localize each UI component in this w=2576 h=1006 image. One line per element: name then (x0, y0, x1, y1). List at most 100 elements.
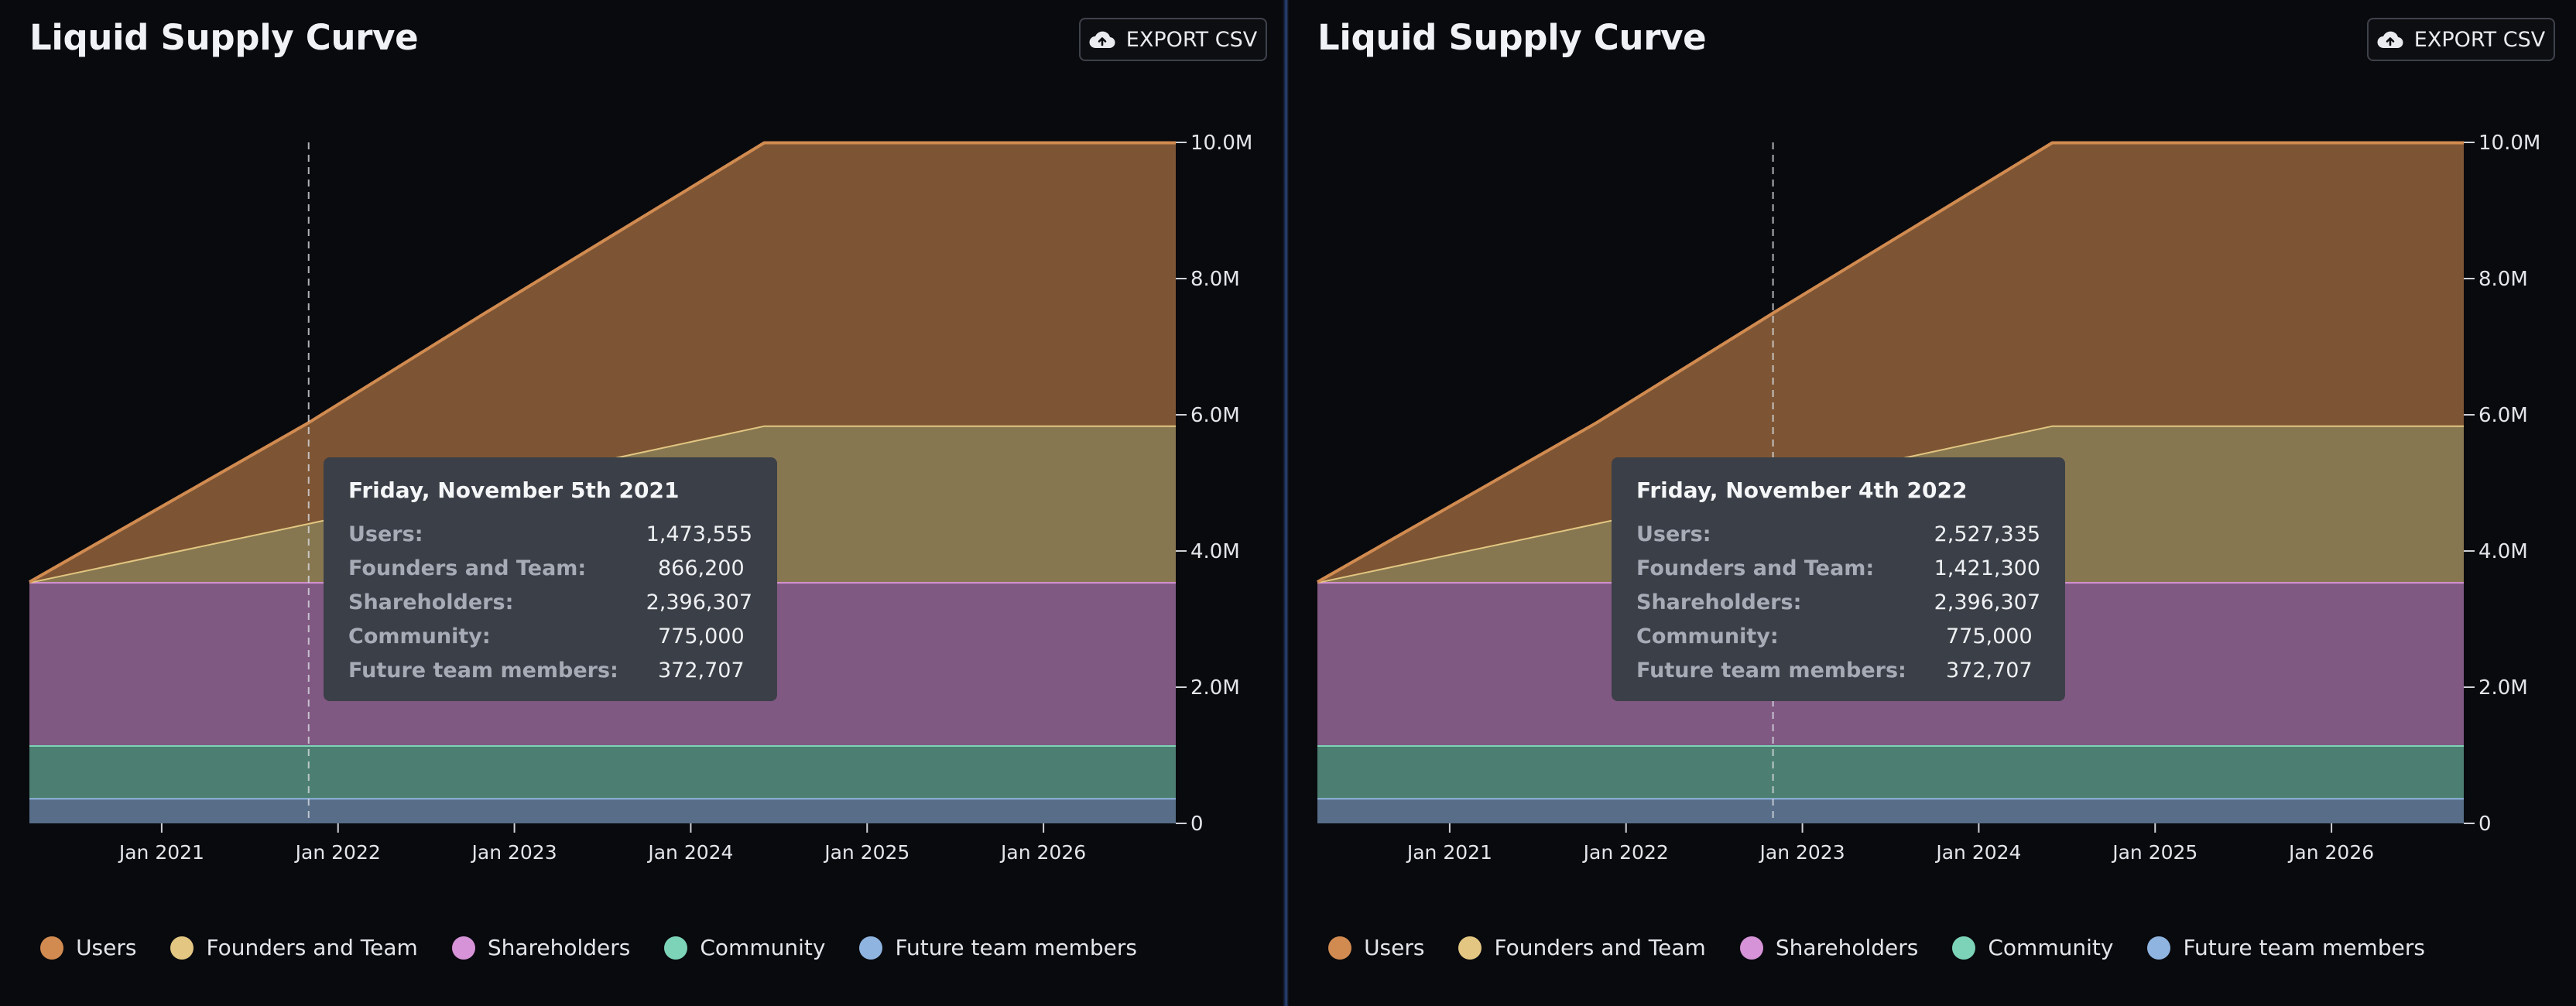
tooltip-label: Future team members: (1636, 658, 1906, 683)
x-tick-label: Jan 2025 (2111, 841, 2197, 864)
y-tick-label: 0 (1190, 813, 1204, 836)
tooltip-value: 2,396,307 (646, 590, 752, 614)
area-community (1317, 745, 2464, 799)
x-tick-label: Jan 2025 (823, 841, 909, 864)
chart-title: Liquid Supply Curve (1317, 17, 1707, 58)
legend-label: Users (76, 935, 137, 960)
y-tick-label: 2.0M (2478, 676, 2528, 700)
tooltip-value: 775,000 (1946, 624, 2033, 648)
cloud-upload-icon (1089, 31, 1115, 49)
legend-label: Community (1988, 935, 2114, 960)
chart-tooltip: Friday, November 4th 2022 Users: 2,527,33… (1612, 457, 2065, 701)
area-future-team-members (29, 798, 1176, 823)
tooltip-label: Users: (348, 522, 423, 546)
area-users (29, 142, 1176, 583)
legend-dot (1328, 936, 1352, 960)
tooltip-label: Founders and Team: (1636, 556, 1875, 580)
tooltip-value: 1,421,300 (1934, 556, 2040, 580)
area-community (29, 745, 1176, 799)
x-tick-label: Jan 2026 (999, 841, 1086, 864)
legend-label: Community (700, 935, 826, 960)
legend-dot (1458, 936, 1482, 960)
x-tick-label: Jan 2024 (646, 841, 733, 864)
x-tick-label: Jan 2022 (1582, 841, 1669, 864)
legend-item-future-team[interactable]: Future team members (859, 935, 1137, 960)
legend-label: Shareholders (487, 935, 631, 960)
tooltip-row-users: Users: 2,527,335 (1636, 517, 2040, 551)
cloud-upload-icon (2377, 31, 2403, 49)
legend-dot (2147, 936, 2171, 960)
x-tick-label: Jan 2026 (2287, 841, 2374, 864)
tooltip-label: Users: (1636, 522, 1711, 546)
legend-dot (451, 936, 475, 960)
legend-item-future-team[interactable]: Future team members (2147, 935, 2425, 960)
y-tick-label: 10.0M (2478, 132, 2540, 155)
tooltip-date: Friday, November 5th 2021 (348, 477, 680, 503)
tooltip-value: 2,396,307 (1934, 590, 2040, 614)
legend-item-founders[interactable]: Founders and Team (1458, 935, 1706, 960)
export-csv-button[interactable]: EXPORT CSV (1079, 18, 1267, 61)
legend-dot (170, 936, 194, 960)
tooltip-value: 866,200 (658, 556, 745, 580)
tooltip-row-community: Community: 775,000 (1636, 619, 2040, 653)
legend-dot (1739, 936, 1763, 960)
tooltip-row-shareholders: Shareholders: 2,396,307 (1636, 585, 2040, 619)
tooltip-row-shareholders: Shareholders: 2,396,307 (348, 585, 752, 619)
x-tick-label: Jan 2023 (471, 841, 557, 864)
tooltip-row-founders: Founders and Team: 866,200 (348, 551, 752, 585)
y-tick-label: 4.0M (2478, 540, 2528, 563)
legend-item-shareholders[interactable]: Shareholders (1739, 935, 1919, 960)
legend-item-community[interactable]: Community (664, 935, 825, 960)
supply-area-chart[interactable]: 0 2.0M 4.0M 6.0M 8.0M 10.0M Jan 2021 Jan 2022 Ja… (0, 0, 1288, 874)
legend-item-founders[interactable]: Founders and Team (170, 935, 418, 960)
tooltip-value: 372,707 (658, 658, 745, 683)
y-tick-label: 6.0M (1190, 404, 1240, 427)
legend-label: Users (1364, 935, 1425, 960)
tooltip-label: Shareholders: (1636, 590, 1802, 614)
legend-item-shareholders[interactable]: Shareholders (451, 935, 631, 960)
x-tick-label: Jan 2024 (1934, 841, 2021, 864)
legend-item-users[interactable]: Users (1328, 935, 1424, 960)
export-csv-button[interactable]: EXPORT CSV (2367, 18, 2555, 61)
legend-dot (664, 936, 688, 960)
chart-tooltip: Friday, November 5th 2021 Users: 1,473,55… (324, 457, 777, 701)
legend-item-users[interactable]: Users (40, 935, 136, 960)
y-tick-label: 8.0M (2478, 268, 2528, 291)
y-tick-label: 2.0M (1190, 676, 1240, 700)
legend-label: Future team members (895, 935, 1137, 960)
chart-panel-right: Liquid Supply Curve EXPORT CSV 0 2.0M 4.0M… (1288, 0, 2576, 1006)
supply-area-chart[interactable]: 0 2.0M 4.0M 6.0M 8.0M 10.0M Jan 2021 Jan 2022 Ja… (1288, 0, 2576, 874)
line-users (1317, 141, 2464, 583)
area-users (1317, 142, 2464, 583)
tooltip-label: Shareholders: (348, 590, 514, 614)
chart-title: Liquid Supply Curve (29, 17, 419, 58)
chart-panel-left: Liquid Supply Curve EXPORT CSV 0 2.0M 4.0M… (0, 0, 1288, 960)
tooltip-row-future-team: Future team members: 372,707 (348, 653, 752, 687)
tooltip-value: 1,473,555 (646, 522, 752, 546)
tooltip-label: Community: (348, 624, 491, 648)
tooltip-row-future-team: Future team members: 372,707 (1636, 653, 2040, 687)
export-csv-label: EXPORT CSV (2413, 27, 2546, 52)
tooltip-label: Future team members: (348, 658, 618, 683)
tooltip-value: 775,000 (658, 624, 745, 648)
tooltip-label: Founders and Team: (348, 556, 587, 580)
legend-label: Founders and Team (206, 935, 418, 960)
legend-label: Founders and Team (1494, 935, 1706, 960)
y-tick-label: 4.0M (1190, 540, 1240, 563)
export-csv-label: EXPORT CSV (1125, 27, 1258, 52)
tooltip-value: 2,527,335 (1934, 522, 2040, 546)
tooltip-value: 372,707 (1946, 658, 2033, 683)
y-tick-label: 10.0M (1190, 132, 1252, 155)
tooltip-row-founders: Founders and Team: 1,421,300 (1636, 551, 2040, 585)
legend-label: Shareholders (1775, 935, 1919, 960)
legend-label: Future team members (2183, 935, 2425, 960)
line-users (29, 141, 1176, 583)
chart-legend: Users Founders and Team Shareholders Com… (0, 935, 1177, 960)
y-tick-label: 0 (2478, 813, 2492, 836)
panel-divider (1283, 0, 1289, 1006)
y-tick-label: 6.0M (2478, 404, 2528, 427)
area-future-team-members (1317, 798, 2464, 823)
legend-item-community[interactable]: Community (1952, 935, 2113, 960)
legend-dot (40, 936, 64, 960)
x-tick-label: Jan 2021 (118, 841, 204, 864)
